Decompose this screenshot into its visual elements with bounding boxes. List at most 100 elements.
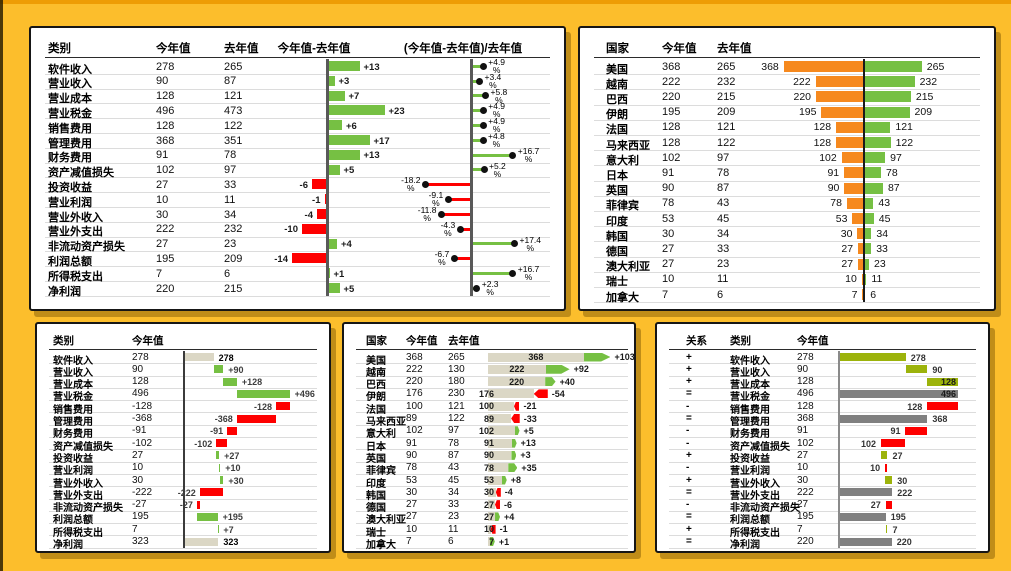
table-row: 加拿大 7 6 7 6 [594,287,980,304]
bar-label: 222 [897,487,913,498]
previous-value: 97 [717,151,730,164]
pct-stem [471,79,480,83]
current-value: 27 [156,178,169,191]
previous-bar [864,121,891,133]
previous-value: 43 [448,462,460,474]
previous-bar [864,182,883,194]
pct-label: +2.3% [482,280,499,297]
waterfall-positive-bar [217,525,219,534]
waterfall-negative-bar [199,488,224,497]
current-bar [488,414,512,423]
current-value: 102 [156,164,175,177]
column-header-current: 今年值 [797,335,829,347]
table-row: 澳大利亚 27 23 27 23 [594,257,980,273]
pct-stem [471,109,484,113]
current-value: 27 [662,242,675,255]
column-header-previous: 去年值 [448,335,480,347]
country-label: 意大利 [366,429,396,441]
screen-top-edge [0,0,1011,4]
previous-bar [864,76,915,88]
table-row: 韩国 30 34 30 -4 [356,486,628,502]
pct-dot [476,77,483,85]
diff-bar-label: +4 [341,239,352,251]
category-label: 净利润 [730,540,760,551]
table-row: 瑞士 10 11 10 11 [594,272,980,288]
previous-bar-label: 215 [915,90,934,103]
country-label: 德国 [606,245,628,258]
bar-label: 90 [932,364,943,375]
current-bar [488,401,514,411]
relation-sign: - [686,437,690,449]
waterfall-positive-bar [220,476,224,484]
table-row: 马来西亚 128 122 128 122 [594,135,980,152]
country-label: 日本 [366,441,386,453]
current-bar [488,389,534,399]
waterfall-total-bar [839,414,928,423]
previous-bar [864,137,891,148]
category-label: 营业外支出 [53,490,103,502]
previous-bar [864,152,886,164]
category-label: 营业利润 [48,196,92,209]
bar-label: 27 [892,450,903,461]
category-label: 营业外支出 [48,226,103,239]
table-row: 法国 128 121 128 121 [594,120,980,136]
current-value: 27 [132,449,144,461]
waterfall-positive-bar [216,451,220,460]
category-label: 利润总额 [53,515,93,527]
diff-bar-negative [317,209,327,219]
header-underline [594,57,980,58]
current-value: 368 [662,60,681,73]
country-label: 澳大利亚 [606,261,650,274]
screen-left-edge [0,0,3,571]
panel-category-comparison: 类别 今年值 去年值 今年值-去年值 (今年值-去年值)/去年值 软件收入 278… [29,26,566,311]
country-label: 巴西 [606,93,628,106]
diff-label: +13 [520,438,536,449]
category-label: 营业外支出 [730,490,780,502]
diff-label: -21 [523,401,537,412]
previous-bar-label: 122 [895,136,914,149]
bar-label: 368 [932,414,948,424]
current-value: 100 [406,400,423,412]
category-label: 非流动资产损失 [48,241,125,254]
category-label: 软件收入 [48,63,92,76]
table-row: 日本 91 78 91 78 [594,165,980,182]
current-value: 30 [156,208,169,221]
relation-sign: = [686,388,692,400]
previous-value: 87 [224,75,237,88]
increase-arrow [508,463,518,473]
current-value: 30 [662,227,675,240]
previous-bar [864,61,922,72]
header-underline [45,57,550,58]
current-value: 27 [662,258,675,271]
current-bar-label: 10 [483,524,494,535]
current-value: 10 [406,523,418,535]
category-label: 非流动资产损失 [53,503,123,515]
category-label: 营业外收入 [48,211,103,224]
pct-dot [456,225,464,233]
category-label: 软件收入 [730,355,770,367]
table-row: 净利润 220 215 +5 +2.3% [45,280,550,298]
table-row: = 营业外支出 222 222 [669,486,976,502]
table-row: 所得税支出 7 6 +1 +16.7% [45,265,550,283]
table-row: + 投资收益 27 27 [669,449,976,465]
current-value: 195 [662,106,681,119]
current-bar-label: 27 [483,499,494,510]
column-header-pct: (今年值-去年值)/去年值 [403,43,523,55]
waterfall-negative-bar [196,500,200,509]
pct-label: -18.2% [401,176,420,193]
previous-bar-label: 33 [876,242,888,255]
current-value: 10 [662,273,675,286]
current-value: 102 [662,151,681,164]
current-bar [858,243,864,255]
pct-label-value: +5.8 [490,86,508,97]
header-underline [669,349,976,350]
waterfall-negative-bar [885,500,893,509]
current-bar [488,463,509,473]
current-bar [488,537,490,546]
current-bar [861,273,864,285]
current-value: 128 [662,121,681,134]
previous-value: 265 [448,351,465,363]
increase-arrow [495,512,501,522]
pct-stem [441,212,471,216]
current-value: 496 [132,388,149,400]
